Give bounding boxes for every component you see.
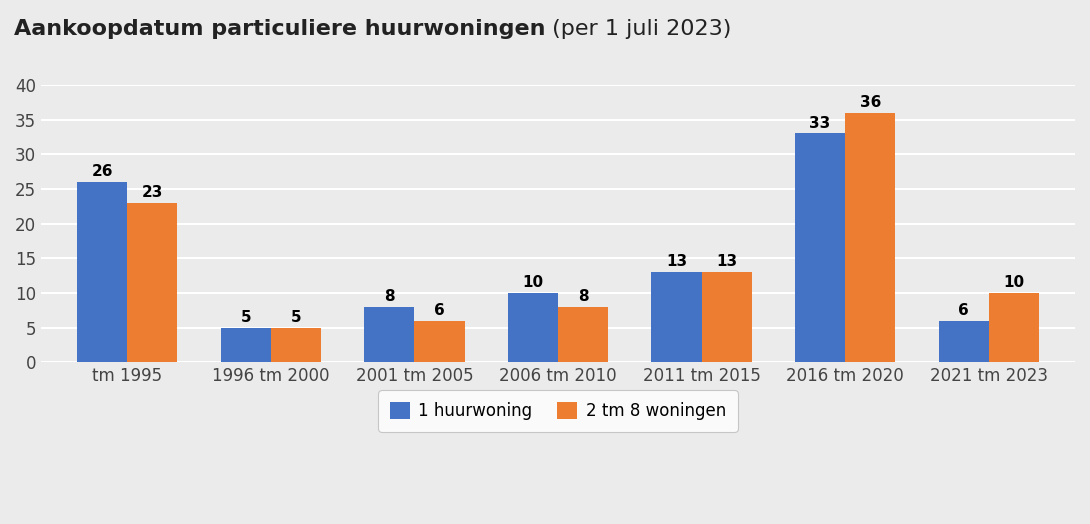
Bar xyxy=(364,307,414,363)
Text: 13: 13 xyxy=(716,255,737,269)
Text: 26: 26 xyxy=(92,164,112,179)
Text: 36: 36 xyxy=(860,95,881,110)
Text: (per 1 juli 2023): (per 1 juli 2023) xyxy=(545,19,731,39)
Bar xyxy=(508,293,558,363)
Text: 10: 10 xyxy=(522,275,544,290)
Legend: 1 huurwoning, 2 tm 8 woningen: 1 huurwoning, 2 tm 8 woningen xyxy=(378,390,738,432)
Text: 10: 10 xyxy=(1004,275,1025,290)
Bar xyxy=(652,272,702,363)
Bar xyxy=(270,328,322,363)
Text: Aankoopdatum particuliere huurwoningen: Aankoopdatum particuliere huurwoningen xyxy=(13,19,545,39)
Bar xyxy=(77,182,128,363)
Text: 5: 5 xyxy=(240,310,251,325)
Text: 33: 33 xyxy=(810,116,831,130)
Text: 8: 8 xyxy=(384,289,395,304)
Text: 13: 13 xyxy=(666,255,687,269)
Bar xyxy=(558,307,608,363)
Bar xyxy=(702,272,752,363)
Bar xyxy=(795,134,845,363)
Bar xyxy=(845,113,896,363)
Text: 23: 23 xyxy=(142,185,164,200)
Text: 6: 6 xyxy=(434,303,445,318)
Bar xyxy=(938,321,989,363)
Bar xyxy=(414,321,464,363)
Text: 6: 6 xyxy=(958,303,969,318)
Bar xyxy=(989,293,1039,363)
Text: 5: 5 xyxy=(291,310,301,325)
Bar xyxy=(128,203,178,363)
Bar xyxy=(220,328,270,363)
Text: 8: 8 xyxy=(578,289,589,304)
